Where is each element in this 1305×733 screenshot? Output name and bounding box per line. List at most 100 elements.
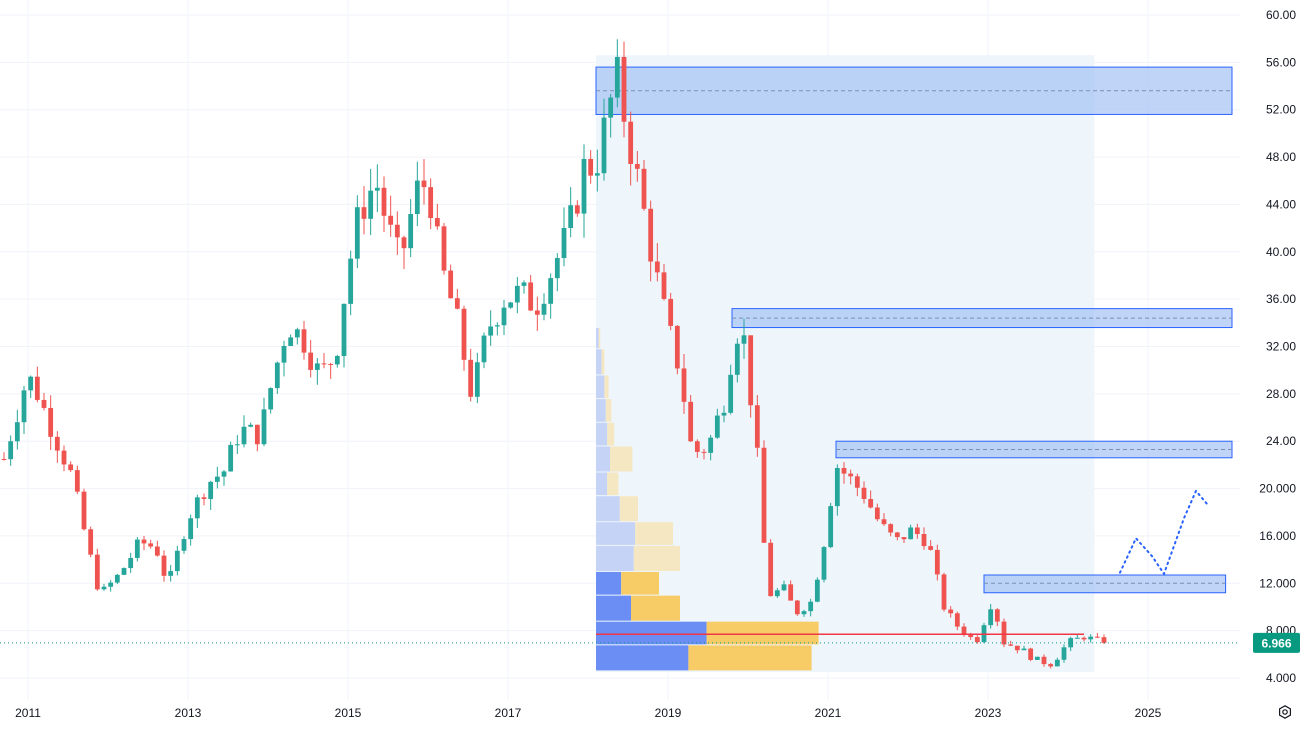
candle-up	[1021, 648, 1027, 651]
candle-up	[474, 362, 480, 397]
candle-down	[328, 364, 334, 366]
time-tick-label: 2015	[335, 706, 362, 720]
candle-down	[688, 401, 694, 442]
candle-up	[821, 547, 827, 580]
candle-down	[894, 532, 900, 538]
candle-down	[468, 359, 474, 397]
candle-down	[88, 529, 94, 555]
candle-up	[568, 205, 574, 228]
candle-down	[68, 464, 74, 471]
volume-profile-down-bar	[631, 595, 680, 621]
candle-down	[1041, 656, 1047, 665]
candle-up	[834, 468, 840, 507]
candle-down	[301, 329, 307, 353]
candle-down	[648, 208, 654, 262]
time-tick-label: 2025	[1135, 706, 1162, 720]
candle-up	[281, 345, 287, 363]
volume-profile-up-bar	[596, 349, 602, 375]
candle-down	[661, 272, 667, 299]
candle-up	[28, 376, 34, 391]
volume-profile-up-bar	[596, 422, 608, 446]
candle-up	[1088, 636, 1094, 640]
time-tick-label: 2023	[975, 706, 1002, 720]
candle-up	[221, 471, 227, 477]
candle-down	[848, 473, 854, 477]
volume-profile-down-bar	[598, 328, 601, 349]
candle-down	[54, 436, 60, 451]
candle-down	[81, 491, 87, 530]
candle-up	[714, 415, 720, 438]
candle-down	[788, 584, 794, 601]
candle-down	[94, 554, 100, 590]
candle-down	[888, 524, 894, 533]
volume-profile-up-bar	[596, 472, 608, 496]
time-tick-label: 2011	[15, 706, 41, 720]
price-tick-label: 48.00	[1266, 150, 1296, 164]
candle-up	[494, 325, 500, 327]
candle-down	[201, 497, 207, 500]
candle-up	[168, 571, 174, 576]
candle-up	[541, 303, 547, 315]
volume-profile-down-bar	[621, 571, 659, 595]
candle-down	[361, 207, 367, 219]
candle-down	[74, 470, 80, 492]
candle-down	[628, 121, 634, 164]
supply-zone[interactable]	[983, 574, 1227, 594]
last-price-value: 6.966	[1261, 636, 1291, 650]
candle-up	[288, 337, 294, 346]
candle-down	[1, 458, 7, 460]
candle-up	[508, 302, 514, 308]
candle-down	[381, 187, 387, 216]
price-tick-label: 56.00	[1266, 55, 1296, 69]
candle-down	[701, 451, 707, 453]
candle-down	[154, 546, 160, 556]
candle-down	[1008, 644, 1014, 646]
volume-profile-down-bar	[633, 545, 680, 571]
projection-path[interactable]	[1119, 489, 1209, 576]
candle-down	[928, 546, 934, 550]
candle-up	[108, 582, 114, 587]
candle-down	[841, 468, 847, 474]
volume-profile-down-bar	[688, 645, 812, 671]
chart-settings-button[interactable]	[1276, 703, 1294, 721]
price-tick-label: 52.00	[1266, 103, 1296, 117]
volume-profile-up-bar	[596, 496, 620, 522]
candle-up	[368, 190, 374, 219]
candle-down	[48, 407, 54, 437]
candle-up	[101, 586, 107, 590]
candle-down	[854, 476, 860, 488]
candle-up	[174, 550, 180, 572]
candle-down	[874, 507, 880, 520]
candle-up	[581, 158, 587, 214]
candle-up	[294, 329, 300, 338]
candle-down	[534, 310, 540, 315]
supply-zone[interactable]	[731, 308, 1233, 329]
candles-layer	[1, 39, 1107, 669]
candle-up	[314, 363, 320, 370]
candle-down	[1001, 621, 1007, 645]
volume-profile-up-bar	[596, 399, 606, 422]
overlay-layer	[0, 489, 1240, 644]
candle-up	[488, 326, 494, 336]
candle-down	[861, 487, 867, 500]
candle-up	[1061, 647, 1067, 660]
candle-down	[754, 405, 760, 448]
candle-up	[741, 335, 747, 344]
candle-down	[308, 352, 314, 370]
candle-down	[461, 308, 467, 360]
price-tick-label: 40.00	[1266, 245, 1296, 259]
candle-down	[674, 325, 680, 369]
last-price-badge	[1253, 632, 1300, 653]
volume-profile-up-bar	[596, 645, 689, 671]
price-tick-label: 24.00	[1266, 434, 1296, 448]
candle-up	[608, 97, 614, 118]
candle-down	[401, 237, 407, 249]
candle-up	[354, 207, 360, 259]
candle-down	[434, 218, 440, 227]
candle-up	[774, 590, 780, 597]
candle-up	[274, 362, 280, 389]
candle-down	[768, 542, 774, 597]
candle-down	[794, 600, 800, 615]
